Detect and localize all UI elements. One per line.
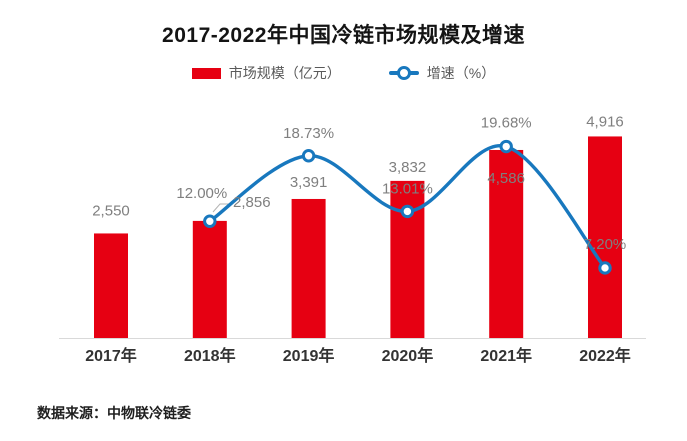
bar	[192, 220, 227, 338]
line-point-marker	[203, 214, 217, 228]
bar-value-label: 3,391	[290, 174, 328, 191]
legend-item-bar: 市场规模（亿元）	[191, 63, 341, 83]
line-point-marker	[598, 261, 612, 275]
label-leader-line	[212, 203, 229, 213]
bar	[390, 180, 425, 338]
line-legend-marker-icon	[388, 66, 419, 80]
legend-label-line: 增速（%）	[426, 65, 496, 81]
bar	[489, 149, 524, 338]
line-point-marker	[499, 139, 513, 154]
x-axis-category-label: 2018年	[184, 346, 236, 365]
bar-value-label: 4,916	[586, 113, 624, 130]
growth-rate-label: 18.73%	[283, 125, 334, 142]
x-axis-category-label: 2019年	[283, 346, 335, 365]
x-axis-category-label: 2020年	[382, 346, 434, 365]
growth-rate-label: 13.01%	[382, 180, 433, 197]
bar	[291, 198, 326, 338]
bar	[588, 136, 622, 338]
data-source-note: 数据来源：中物联冷链委	[37, 405, 191, 421]
bar-legend-swatch-icon	[191, 67, 221, 79]
chart-title: 2017-2022年中国冷链市场规模及增速	[162, 24, 525, 47]
legend-label-bar: 市场规模（亿元）	[228, 65, 341, 81]
legend: 市场规模（亿元） 增速（%）	[0, 63, 687, 83]
x-axis-category-label: 2017年	[85, 346, 137, 365]
bar-value-label: 4,586	[487, 170, 525, 187]
bar-value-label: 2,856	[233, 194, 271, 211]
line-point-marker	[301, 149, 316, 163]
x-axis-category-label: 2022年	[579, 346, 631, 365]
growth-rate-label: 19.68%	[481, 115, 532, 132]
legend-item-line: 增速（%）	[388, 63, 496, 83]
growth-rate-label: 12.00%	[176, 185, 227, 202]
bar	[94, 233, 128, 338]
bar-value-label: 3,832	[389, 159, 427, 176]
bar-value-label: 2,550	[92, 202, 130, 219]
line-point-marker	[400, 204, 415, 219]
growth-rate-label: 7.20%	[584, 236, 627, 253]
x-axis-category-label: 2021年	[480, 346, 532, 365]
